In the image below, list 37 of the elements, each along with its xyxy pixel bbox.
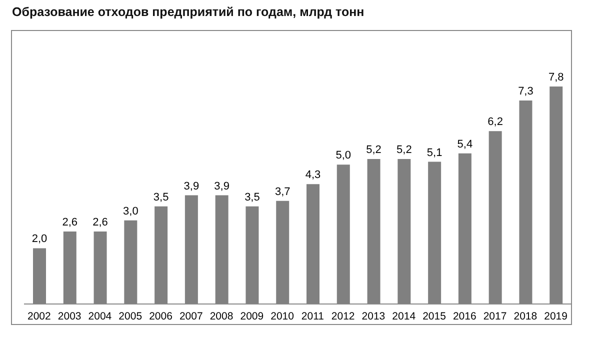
data-label: 5,4 xyxy=(457,138,473,150)
x-tick-label: 2008 xyxy=(210,310,234,322)
data-label: 3,0 xyxy=(123,205,138,218)
x-tick-label: 2012 xyxy=(331,310,355,322)
x-tick-label: 2005 xyxy=(118,310,142,322)
x-tick-label: 2011 xyxy=(301,310,324,322)
data-label: 7,8 xyxy=(548,72,564,84)
data-label: 3,5 xyxy=(244,191,260,204)
data-label: 7,3 xyxy=(518,85,534,98)
x-tick-label: 2013 xyxy=(362,310,386,322)
x-tick-label: 2016 xyxy=(452,310,476,322)
data-label: 5,1 xyxy=(426,146,442,159)
x-tick-label: 2009 xyxy=(240,310,264,322)
data-label: 4,3 xyxy=(305,169,321,182)
data-label: 3,5 xyxy=(153,191,169,204)
data-label: 3,7 xyxy=(274,186,290,198)
data-label: 3,9 xyxy=(184,180,200,192)
chart-title: Образование отходов предприятий по годам, млрд тонн xyxy=(12,5,364,19)
x-tick-label: 2019 xyxy=(544,310,568,322)
x-tick-label: 2010 xyxy=(270,310,294,322)
data-label: 2,6 xyxy=(92,216,108,228)
x-tick-label: 2004 xyxy=(88,310,112,322)
x-tick-label: 2017 xyxy=(483,310,507,322)
x-tick-label: 2007 xyxy=(179,310,203,322)
x-tick-label: 2003 xyxy=(58,310,82,322)
x-tick-label: 2015 xyxy=(422,310,446,322)
x-tick-label: 2014 xyxy=(392,310,416,322)
data-label: 2,0 xyxy=(32,233,48,246)
x-tick-label: 2002 xyxy=(28,310,52,322)
x-tick-label: 2018 xyxy=(514,310,538,322)
data-label: 5,2 xyxy=(396,144,412,156)
data-label: 5,0 xyxy=(336,150,352,162)
data-label: 3,9 xyxy=(214,180,230,192)
data-label: 6,2 xyxy=(488,116,503,128)
x-tick-label: 2006 xyxy=(149,310,173,322)
data-label: 2,6 xyxy=(62,216,78,228)
data-label: 5,2 xyxy=(366,144,382,156)
